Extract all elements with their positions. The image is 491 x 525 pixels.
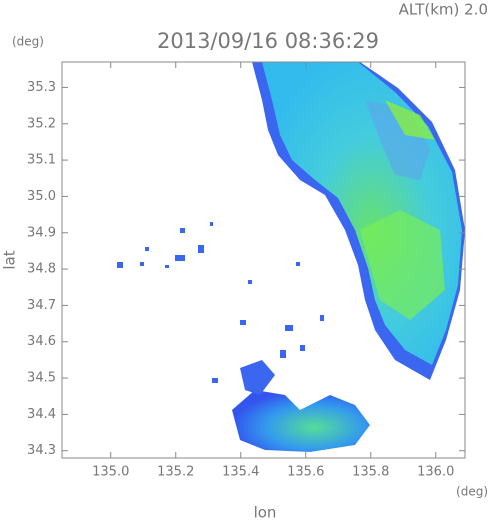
y-tick-label: 34.4: [27, 407, 56, 422]
y-tick-label: 34.5: [27, 371, 56, 386]
y-axis-label: lat: [1, 250, 19, 269]
x-tick-label: 135.2: [157, 465, 194, 480]
x-tick-label: 135.6: [287, 465, 324, 480]
radar-echo: [117, 62, 465, 452]
y-tick-label: 35.1: [27, 153, 56, 168]
y-tick-label: 34.6: [27, 334, 56, 349]
y-tick-label: 34.8: [27, 262, 56, 277]
plot-frame: [61, 61, 466, 459]
chart-subtitle: ALT(km) 2.0: [399, 1, 488, 19]
y-tick-label: 35.3: [27, 80, 56, 95]
x-tick-label: 135.0: [92, 465, 129, 480]
y-tick-label: 34.9: [27, 225, 56, 240]
y-tick-label: 34.7: [27, 298, 56, 313]
y-tick-label: 35.2: [27, 116, 56, 131]
x-tick-label: 135.8: [352, 465, 389, 480]
x-tick-label: 136.0: [417, 465, 454, 480]
y-tick-label: 34.3: [27, 443, 56, 458]
chart-title: 2013/09/16 08:36:29: [157, 29, 379, 53]
y-unit: (deg): [12, 35, 44, 49]
x-axis-label: lon: [254, 504, 277, 522]
x-unit: (deg): [456, 485, 488, 499]
y-tick-label: 35.0: [27, 189, 56, 204]
x-tick-label: 135.4: [222, 465, 259, 480]
